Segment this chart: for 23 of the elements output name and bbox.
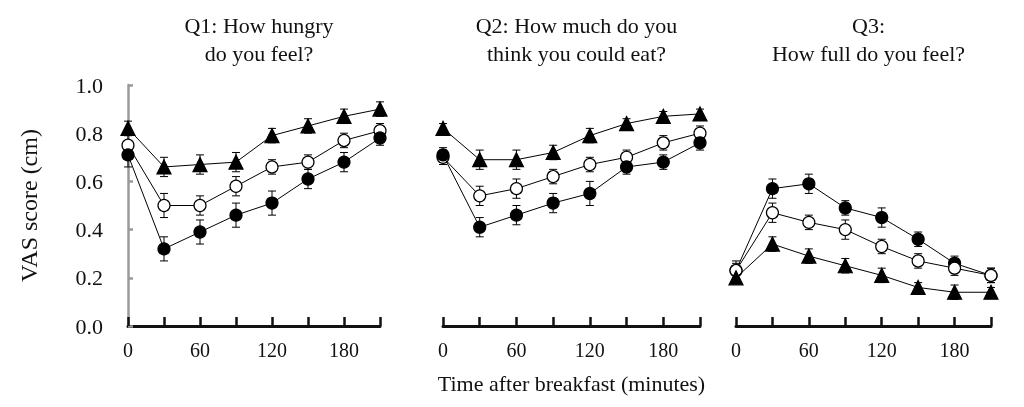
y-tick-label: 0.4 bbox=[75, 217, 103, 243]
y-tick-label: 0.0 bbox=[75, 313, 103, 339]
y-tick-label: 1.0 bbox=[75, 72, 103, 98]
x-axis-title: Time after breakfast (minutes) bbox=[437, 370, 706, 396]
x-tick-label: 180 bbox=[648, 339, 679, 361]
y-axis-title: VAS score (cm) bbox=[16, 129, 42, 282]
x-tick-label: 60 bbox=[798, 339, 819, 361]
y-tick-label: 0.6 bbox=[75, 168, 103, 194]
chart-title: Q2: How much do you think you could eat? bbox=[475, 12, 678, 66]
chart-title: Q1: How hungry do you feel? bbox=[184, 12, 334, 66]
x-tick-label: 0 bbox=[123, 339, 133, 361]
x-tick-label: 60 bbox=[506, 339, 527, 361]
x-tick-label: 180 bbox=[329, 339, 359, 361]
x-tick-label: 120 bbox=[257, 339, 287, 361]
x-tick-label: 120 bbox=[574, 339, 605, 361]
x-tick-label: 180 bbox=[939, 339, 970, 361]
y-tick-label: 0.8 bbox=[75, 120, 103, 146]
y-tick-label: 0.2 bbox=[75, 265, 103, 291]
x-tick-label: 60 bbox=[190, 339, 210, 361]
x-tick-label: 120 bbox=[866, 339, 897, 361]
chart-title: Q3: How full do you feel? bbox=[771, 12, 966, 66]
x-tick-label: 0 bbox=[438, 339, 448, 361]
x-tick-label: 0 bbox=[731, 339, 741, 361]
